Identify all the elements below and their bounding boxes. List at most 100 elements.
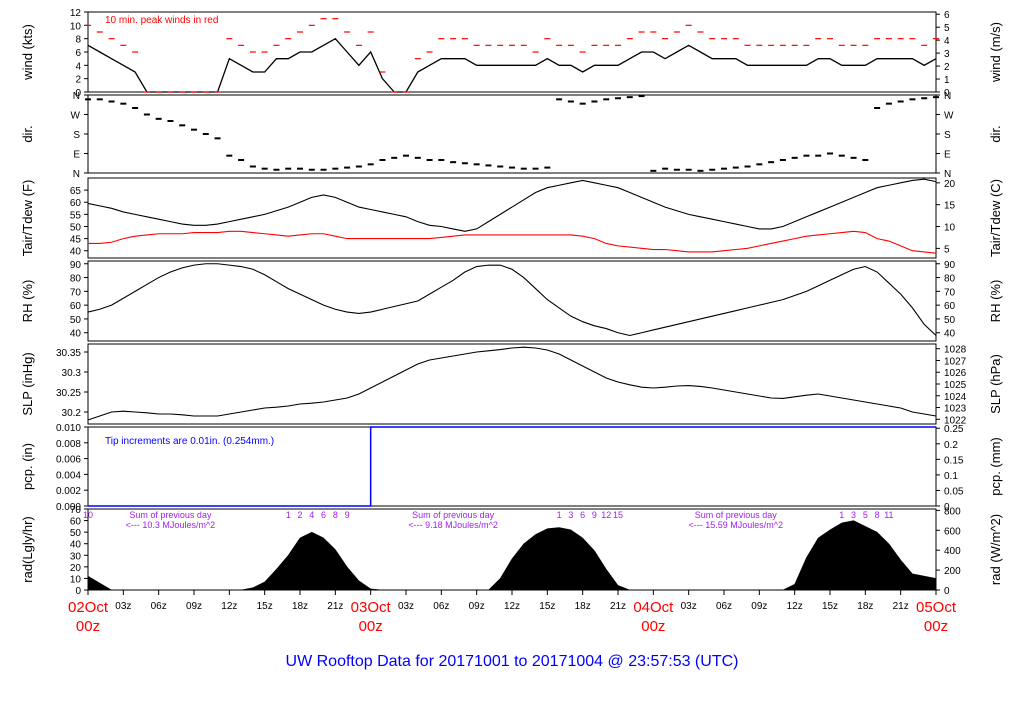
sun-hour-marker: 8	[875, 510, 880, 520]
x-hour-label: 00z	[924, 618, 948, 635]
x-tick-label: 09z	[751, 601, 767, 612]
y-tick-label-right: 1028	[944, 345, 967, 356]
sun-hour-marker: 4	[309, 510, 314, 520]
y-tick-label-left: 80	[70, 274, 82, 285]
y-tick-label-left: 30	[70, 551, 82, 562]
y-axis-label-left: pcp. (in)	[20, 443, 35, 490]
panel-frame	[87, 177, 937, 259]
sun-hour-marker: 15	[613, 510, 623, 520]
y-tick-label-right: 0.2	[944, 440, 958, 451]
y-tick-label-right: 1023	[944, 404, 967, 415]
daily-sum-title: Sum of previous day	[695, 510, 778, 520]
x-tick-label: 06z	[151, 601, 167, 612]
panel-direction: dir. dir.N NE ES SW WN N	[20, 91, 1003, 180]
sun-hour-marker: 5	[863, 510, 868, 520]
y-tick-label-left: 0	[75, 586, 81, 597]
y-tick-label-left: 6	[75, 48, 81, 59]
y-tick-label-right: 0	[944, 88, 950, 99]
x-tick-label: 12z	[221, 601, 237, 612]
sun-hour-marker: 1	[557, 510, 562, 520]
x-tick-label: 18z	[857, 601, 873, 612]
x-tick-label: 15z	[257, 601, 273, 612]
y-tick-label-left: 50	[70, 222, 82, 233]
x-tick-label: 03z	[398, 601, 414, 612]
panel-radiation: rad(Lgly/hr) rad (W/m^2)01020304050607002…	[20, 505, 1003, 597]
panel-frame	[87, 260, 937, 342]
y-tick-label-left: 40	[70, 247, 82, 258]
y-tick-label-left: E	[73, 150, 80, 161]
y-tick-label-left: 30.3	[62, 368, 82, 379]
y-tick-label-left: 10	[70, 574, 82, 585]
y-tick-label-left: 65	[70, 186, 82, 197]
y-tick-label-right: N	[944, 169, 951, 180]
daily-sum-value: <--- 15.59 MJoules/m^2	[689, 520, 784, 530]
panel-frame	[87, 94, 937, 174]
y-tick-label-left: 0.000	[56, 502, 81, 513]
y-tick-label-left: 30.25	[56, 388, 81, 399]
y-tick-label-right: 1	[944, 75, 950, 86]
x-hour-label: 00z	[76, 618, 100, 635]
x-tick-label: 18z	[575, 601, 591, 612]
y-tick-label-left: 60	[70, 517, 82, 528]
y-tick-label-left: N	[73, 91, 80, 102]
x-date-label: 03Oct	[351, 599, 392, 616]
y-tick-label-right: 0	[944, 502, 950, 513]
y-tick-label-right: 40	[944, 329, 956, 340]
y-tick-label-left: 90	[70, 260, 82, 271]
series-tdew	[88, 230, 937, 254]
sun-hour-marker: 10	[83, 510, 93, 520]
y-tick-label-right: 0	[944, 586, 950, 597]
y-tick-label-left: 12	[70, 8, 82, 19]
y-tick-label-left: 50	[70, 528, 82, 539]
y-tick-label-right: 600	[944, 526, 961, 537]
y-tick-label-left: S	[73, 130, 80, 141]
y-axis-label-right: RH (%)	[988, 280, 1003, 323]
panel-pressure: SLP (inHg) SLP (hPa) 30.2 30.25 30.3 30.35 102…	[20, 343, 1003, 426]
y-tick-label-left: 30.35	[56, 348, 81, 359]
x-tick-label: 12z	[504, 601, 520, 612]
sun-hour-marker: 6	[580, 510, 585, 520]
y-axis-label-left: Tair/Tdew (F)	[20, 180, 35, 257]
sun-hour-marker: 1	[286, 510, 291, 520]
series-precip	[88, 426, 936, 507]
y-tick-label-right: 0.25	[944, 424, 964, 435]
y-tick-label-left: 10	[70, 21, 82, 32]
x-tick-label: 15z	[539, 601, 555, 612]
series-radiation	[87, 520, 937, 591]
y-tick-label-right: 3	[944, 49, 950, 60]
y-tick-label-right: 10	[944, 223, 956, 234]
y-tick-label-left: 60	[70, 198, 82, 209]
y-tick-label-right: 15	[944, 201, 956, 212]
y-tick-label-left: 0.004	[56, 470, 81, 481]
y-tick-label-right: 1024	[944, 392, 967, 403]
y-tick-label-right: N	[944, 91, 951, 102]
x-tick-label: 12z	[787, 601, 803, 612]
y-tick-label-right: E	[944, 150, 951, 161]
x-tick-label: 03z	[115, 601, 131, 612]
x-date-label: 05Oct	[916, 599, 957, 616]
x-tick-label: 21z	[610, 601, 626, 612]
x-date-label: 02Oct	[68, 599, 109, 616]
y-tick-label-left: 0.006	[56, 455, 81, 466]
y-tick-label-right: 50	[944, 315, 956, 326]
y-tick-label-right: 1025	[944, 380, 967, 391]
y-axis-label-right: Tair/Tdew (C)	[988, 179, 1003, 257]
y-tick-label-right: 1022	[944, 415, 967, 426]
y-axis-label-left: rad(Lgly/hr)	[20, 516, 35, 582]
y-axis-label-right: SLP (hPa)	[988, 354, 1003, 414]
y-tick-label-left: 70	[70, 287, 82, 298]
y-tick-label-left: 55	[70, 210, 82, 221]
y-tick-label-left: 30.2	[62, 408, 82, 419]
y-axis-label-left: wind (kts)	[20, 24, 35, 81]
sun-hour-marker: 9	[592, 510, 597, 520]
y-tick-label-right: 0.15	[944, 455, 964, 466]
y-tick-label-right: 60	[944, 301, 956, 312]
daily-sum-title: Sum of previous day	[412, 510, 495, 520]
y-tick-label-right: 20	[944, 179, 956, 190]
series-rh	[87, 263, 937, 337]
sun-hour-marker: 12	[601, 510, 611, 520]
x-tick-label: 09z	[186, 601, 202, 612]
